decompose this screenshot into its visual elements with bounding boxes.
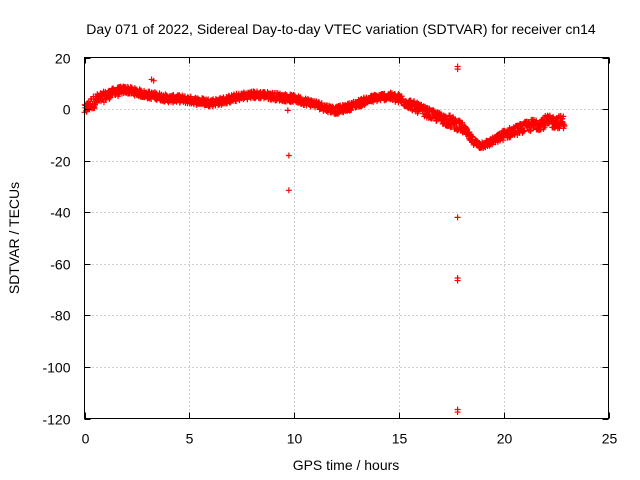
x-tick-label: 0 — [82, 431, 90, 447]
y-tick-label: 20 — [55, 51, 71, 67]
band-point — [555, 124, 562, 131]
y-tick-label: -40 — [50, 205, 70, 221]
outlier-point — [454, 277, 461, 284]
outlier-point — [285, 152, 292, 159]
plot-frame — [84, 57, 609, 419]
x-tick-label: 5 — [186, 431, 194, 447]
y-tick-label: -120 — [42, 412, 70, 428]
band-point — [476, 140, 483, 147]
y-tick-label: -100 — [42, 360, 70, 376]
axis-ticks — [84, 57, 610, 420]
y-tick-labels: 20 0 -20 -40 -60 -80 -100 -120 — [42, 51, 70, 428]
band-point — [244, 96, 251, 103]
band-point — [561, 123, 568, 130]
y-axis-label: SDTVAR / TECUs — [6, 182, 22, 294]
band-point — [500, 137, 507, 144]
x-axis-label: GPS time / hours — [293, 457, 400, 473]
outlier-point — [284, 107, 291, 114]
data-points — [81, 63, 568, 416]
outlier-point — [150, 77, 157, 84]
x-tick-label: 10 — [287, 431, 303, 447]
x-tick-label: 25 — [602, 431, 618, 447]
band-point — [560, 113, 567, 120]
x-tick-label: 15 — [392, 431, 408, 447]
y-tick-label: -80 — [50, 308, 70, 324]
band-point — [233, 98, 240, 105]
chart-title: Day 071 of 2022, Sidereal Day-to-day VTE… — [86, 21, 596, 37]
outlier-point — [285, 187, 292, 194]
y-tick-label: -60 — [50, 257, 70, 273]
outlier-point — [454, 66, 461, 73]
outlier-point — [454, 409, 461, 416]
band-point — [361, 101, 368, 108]
x-tick-labels: 0 5 10 15 20 25 — [82, 431, 618, 447]
y-tick-label: 0 — [63, 102, 71, 118]
grid-lines — [84, 57, 609, 419]
band-point — [463, 124, 470, 131]
y-tick-label: -20 — [50, 154, 70, 170]
outlier-point — [115, 93, 122, 100]
x-tick-label: 20 — [497, 431, 513, 447]
outlier-point — [454, 214, 461, 221]
